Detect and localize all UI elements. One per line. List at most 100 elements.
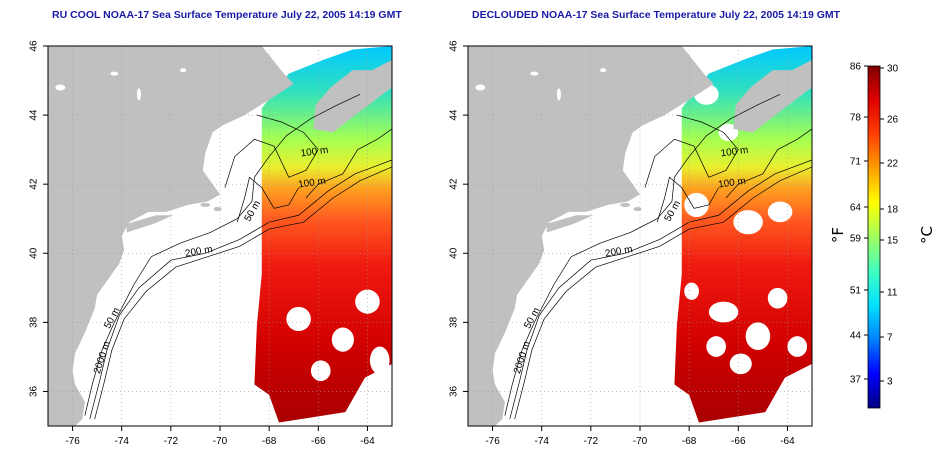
sst-field <box>674 46 812 423</box>
inland-water <box>110 71 119 76</box>
inland-water <box>556 88 561 101</box>
colorbar-f-label: 71 <box>850 157 862 168</box>
land-island <box>200 202 211 207</box>
colorbar-c-label: 3 <box>887 377 893 388</box>
bathymetry-contour <box>94 166 392 420</box>
cloud-gap <box>331 327 354 352</box>
x-tick-label: -74 <box>114 436 129 447</box>
x-tick-label: -70 <box>213 436 228 447</box>
contour-label: 100 m <box>720 145 749 160</box>
bathymetry-contour <box>89 159 392 420</box>
cloud-gap <box>767 201 793 223</box>
cloud-gap <box>310 360 331 382</box>
inland-water <box>600 68 607 73</box>
panel-title-right: DECLOUDED NOAA-17 Sea Surface Temperatur… <box>472 9 841 21</box>
colorbar-c-label: 7 <box>887 333 893 344</box>
cloud-gap <box>684 282 699 300</box>
x-tick-label: -70 <box>633 436 648 447</box>
land-nova-scotia <box>733 59 812 133</box>
x-tick-label: -74 <box>534 436 549 447</box>
cloud-gap <box>745 322 771 350</box>
x-tick-label: -68 <box>262 436 277 447</box>
y-tick-label: 46 <box>449 40 460 52</box>
bathymetry-contour <box>509 159 812 420</box>
x-tick-label: -72 <box>164 436 179 447</box>
colorbar-c-label: 26 <box>887 115 899 126</box>
bathymetry-contour <box>656 176 719 223</box>
y-tick-label: 44 <box>29 109 40 121</box>
land-island <box>633 207 642 212</box>
bathymetry-contour <box>305 128 392 199</box>
bathymetry-contour <box>84 94 361 416</box>
cloud-gap <box>733 210 763 235</box>
inland-water <box>136 88 141 101</box>
colorbar-c-label: 30 <box>887 64 899 75</box>
colorbar-unit-fahrenheit: °F <box>829 226 848 244</box>
y-tick-label: 36 <box>449 385 460 397</box>
y-tick-label: 40 <box>449 247 460 259</box>
colorbar-gradient <box>867 65 881 409</box>
x-tick-label: -66 <box>311 436 326 447</box>
y-tick-label: 36 <box>29 385 40 397</box>
cloud-gap <box>787 336 808 357</box>
land-long-island <box>126 215 174 233</box>
cloud-gap <box>684 192 709 217</box>
cloud-gap <box>718 123 739 141</box>
colorbar-f-label: 44 <box>850 331 862 342</box>
bathymetry-contour <box>514 166 812 420</box>
cloud-gap <box>767 287 788 309</box>
colorbar-f-label: 59 <box>850 234 862 245</box>
colorbar-f-label: 86 <box>850 62 862 73</box>
x-tick-label: -76 <box>65 436 80 447</box>
x-tick-label: -66 <box>731 436 746 447</box>
land-nova-scotia <box>313 59 392 133</box>
contour-label: 100 m <box>718 176 747 191</box>
inland-water <box>475 84 486 91</box>
colorbar-f-label: 51 <box>850 286 862 297</box>
bathymetry-contour <box>725 128 812 199</box>
x-tick-label: -72 <box>584 436 599 447</box>
x-tick-label: -64 <box>780 436 795 447</box>
y-tick-label: 38 <box>449 316 460 328</box>
x-tick-label: -76 <box>485 436 500 447</box>
y-tick-label: 42 <box>29 178 40 190</box>
colorbar-c-label: 22 <box>887 159 899 170</box>
x-tick-label: -68 <box>682 436 697 447</box>
land-island <box>213 207 222 212</box>
bathymetry-contour <box>224 114 319 188</box>
colorbar-f-label: 64 <box>850 203 862 214</box>
colorbar-c-label: 18 <box>887 205 899 216</box>
y-tick-label: 40 <box>29 247 40 259</box>
cloud-gap <box>729 353 752 375</box>
colorbar-unit-celsius: °C <box>917 226 936 244</box>
y-tick-label: 38 <box>29 316 40 328</box>
cloud-gap <box>369 346 390 375</box>
contour-label: 100 m <box>298 176 327 191</box>
y-tick-label: 44 <box>449 109 460 121</box>
bathymetry-contour <box>644 114 739 188</box>
colorbar-c-label: 11 <box>887 288 898 299</box>
land-mainland <box>48 46 294 426</box>
panel-title-left: RU COOL NOAA-17 Sea Surface Temperature … <box>52 9 402 21</box>
cloud-gap <box>706 336 726 357</box>
inland-water <box>55 84 66 91</box>
contour-label: 100 m <box>300 145 329 160</box>
bathymetry-contour <box>236 176 299 223</box>
y-tick-label: 42 <box>449 178 460 190</box>
contour-label: 200 m <box>184 244 213 260</box>
x-tick-label: -64 <box>360 436 375 447</box>
inland-water <box>180 68 187 73</box>
land-long-island <box>546 215 594 233</box>
land-island <box>620 202 631 207</box>
temperature-colorbar: 86 78 71 64 59 51 44 37 30 26 22 18 15 11 7 3 <box>850 62 899 409</box>
cloud-gap <box>286 306 311 331</box>
bathymetry-contour <box>504 94 781 416</box>
sst-field <box>254 46 392 423</box>
cloud-gap <box>708 301 739 323</box>
contour-label: 200 m <box>604 244 633 260</box>
land-mainland <box>468 46 714 426</box>
colorbar-c-label: 15 <box>887 236 899 247</box>
y-tick-label: 46 <box>29 40 40 52</box>
